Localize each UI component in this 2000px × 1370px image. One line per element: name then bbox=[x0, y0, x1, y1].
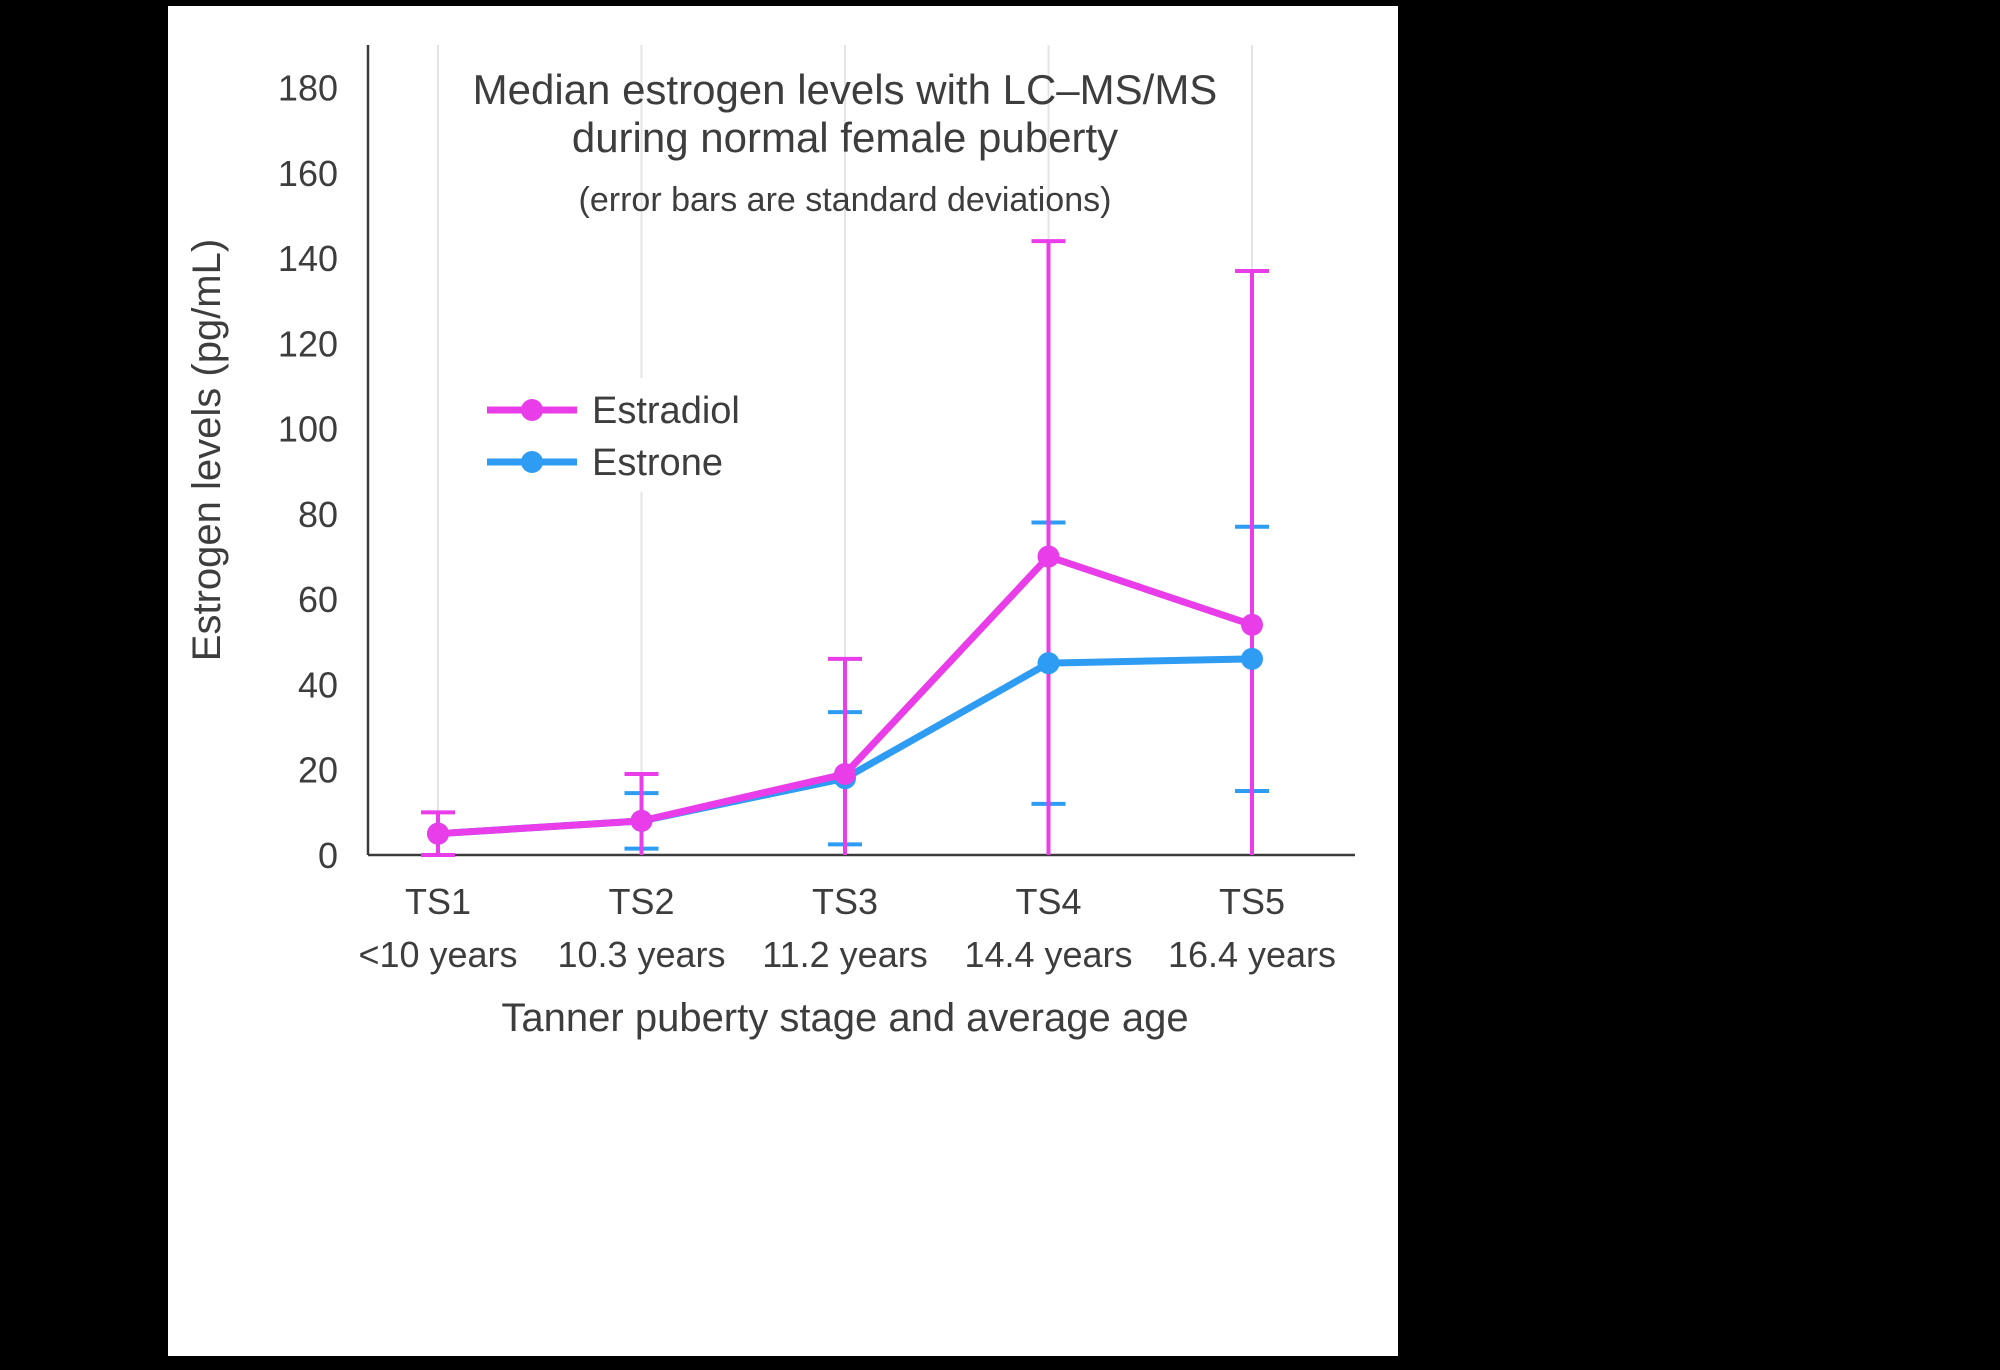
y-tick-label: 160 bbox=[278, 153, 338, 194]
x-tick-label: TS1 bbox=[405, 881, 471, 922]
legend-marker-estradiol bbox=[521, 399, 543, 421]
y-tick-label: 60 bbox=[298, 579, 338, 620]
series-marker-estradiol bbox=[1241, 613, 1263, 636]
y-tick-label: 180 bbox=[278, 68, 338, 109]
chart-title-line-2: during normal female puberty bbox=[572, 114, 1118, 161]
series-marker-estrone bbox=[1037, 652, 1060, 675]
y-tick-label: 80 bbox=[298, 494, 338, 535]
x-tick-label: TS4 bbox=[1015, 881, 1081, 922]
y-tick-label: 0 bbox=[318, 835, 338, 876]
series-marker-estrone bbox=[1241, 647, 1263, 670]
chart-title-line-1: Median estrogen levels with LC–MS/MS bbox=[473, 66, 1218, 113]
legend-label-estrone: Estrone bbox=[592, 442, 723, 484]
chart-subtitle: (error bars are standard deviations) bbox=[579, 181, 1112, 219]
y-tick-label: 40 bbox=[298, 664, 338, 705]
y-tick-label: 120 bbox=[278, 323, 338, 364]
y-axis-title: Estrogen levels (pg/mL) bbox=[185, 239, 229, 661]
legend-background bbox=[470, 378, 776, 492]
estrogen-levels-line-chart: 0 20 40 60 80 100 120 140 160 180 TS1 TS2 TS3 TS4 TS5 <… bbox=[185, 45, 1355, 1040]
x-tick-label: TS2 bbox=[608, 881, 674, 922]
x-tick-sublabel: 11.2 years bbox=[762, 934, 927, 975]
series-marker-estradiol bbox=[427, 822, 449, 845]
chart-panel: 0 20 40 60 80 100 120 140 160 180 TS1 TS2 TS3 TS4 TS5 <… bbox=[168, 6, 1398, 1356]
x-tick-sublabel: 16.4 years bbox=[1168, 934, 1336, 975]
y-tick-label: 100 bbox=[278, 409, 338, 450]
x-tick-sublabel: 14.4 years bbox=[964, 934, 1132, 975]
x-tick-sublabel: <10 years bbox=[358, 934, 517, 975]
x-tick-sublabel: 10.3 years bbox=[557, 934, 725, 975]
x-tick-label: TS5 bbox=[1219, 881, 1285, 922]
legend-marker-estrone bbox=[521, 451, 543, 473]
series-marker-estradiol bbox=[630, 809, 653, 832]
y-tick-label: 140 bbox=[278, 238, 338, 279]
series-marker-estradiol bbox=[1037, 545, 1060, 568]
x-axis-title: Tanner puberty stage and average age bbox=[501, 996, 1188, 1040]
series-marker-estradiol bbox=[834, 763, 856, 785]
x-tick-label: TS3 bbox=[812, 881, 878, 922]
legend-label-estradiol: Estradiol bbox=[592, 390, 740, 432]
y-tick-label: 20 bbox=[298, 750, 338, 791]
